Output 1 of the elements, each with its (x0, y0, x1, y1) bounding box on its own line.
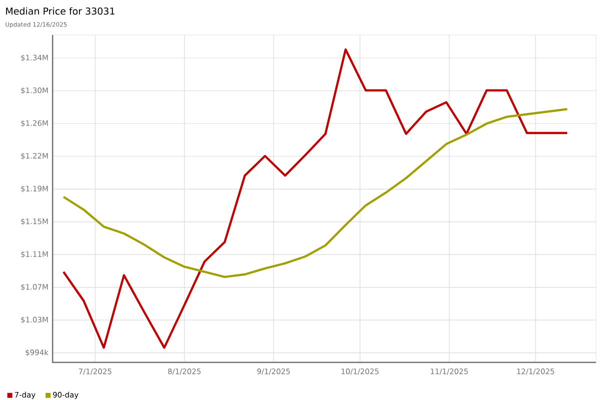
chart-title: Median Price for 33031 (6, 7, 114, 15)
